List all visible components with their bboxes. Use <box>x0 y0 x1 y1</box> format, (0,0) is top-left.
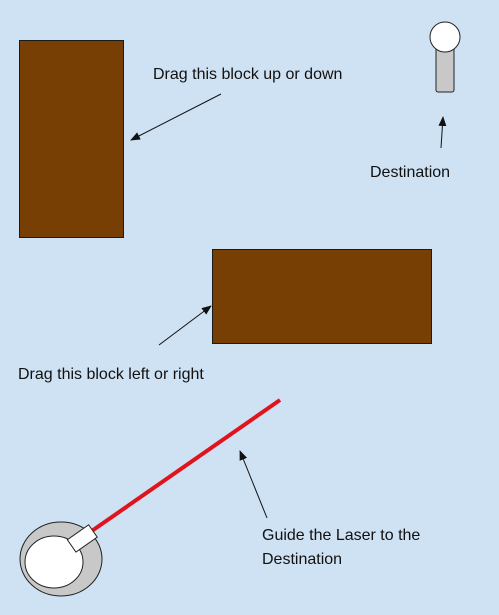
laser-arrow <box>239 450 268 519</box>
vertical-block-arrow <box>130 93 222 141</box>
laser-beam <box>84 398 282 537</box>
vertical-draggable-block[interactable] <box>19 40 124 238</box>
vertical-block-instruction: Drag this block up or down <box>153 66 343 83</box>
horizontal-block-arrow <box>158 305 212 346</box>
destination-arrow <box>438 116 447 149</box>
laser-emitter-icon[interactable] <box>19 521 103 597</box>
horizontal-block-instruction: Drag this block left or right <box>18 366 204 383</box>
destination-label: Destination <box>370 164 451 181</box>
horizontal-draggable-block[interactable] <box>212 249 432 344</box>
destination-target-icon <box>429 21 461 93</box>
laser-instruction: Guide the Laser to the Destination <box>262 527 421 568</box>
